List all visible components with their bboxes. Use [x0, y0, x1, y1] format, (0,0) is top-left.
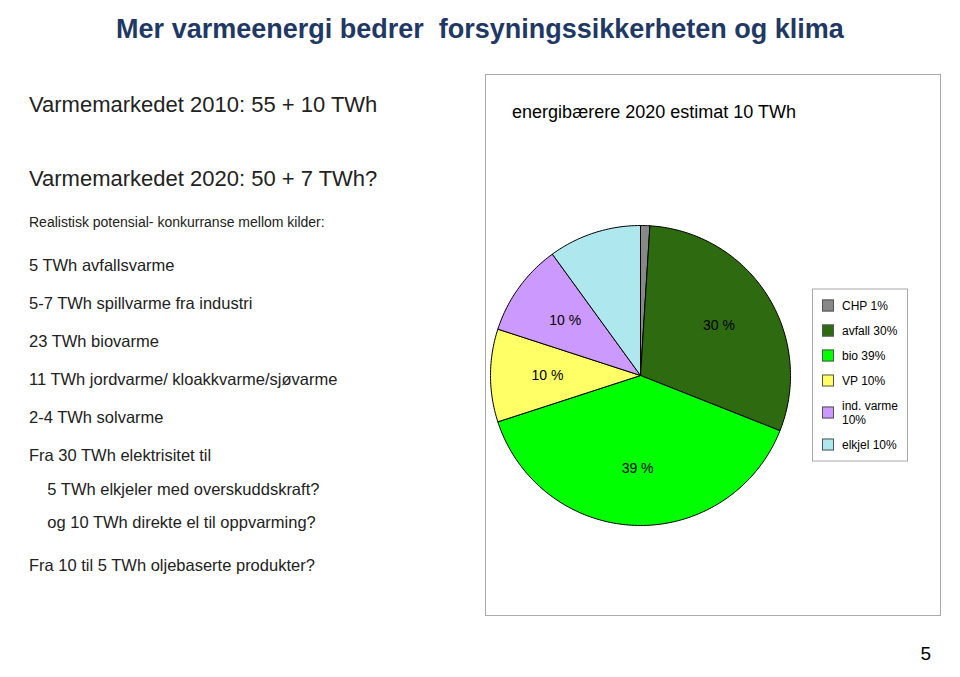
html-text:Varmemarkedet 2010: 55 + 10 TW: Varmemarkedet 2010: 55 + 10 TWh — [29, 92, 378, 117]
html-text:Realistisk potensial- konkurra: Realistisk potensial- konkurranse mellom… — [29, 214, 325, 230]
html-text:5: 5 — [920, 643, 931, 664]
svg-text:30 %: 30 % — [703, 317, 735, 333]
svg-text:10 %: 10 % — [549, 312, 581, 328]
html-text:11 TWh jordvarme/ kloakkvarme/: 11 TWh jordvarme/ kloakkvarme/sjøvarme — [29, 369, 338, 388]
html-text:VP 10%: VP 10% — [842, 373, 886, 388]
html-text:bio 39%: bio 39% — [842, 348, 886, 363]
html-text:elkjel 10%: elkjel 10% — [842, 437, 897, 452]
html-text:Fra 10 til 5 TWh oljebaserte p: Fra 10 til 5 TWh oljebaserte produkter? — [29, 555, 315, 574]
html-text:2-4 TWh solvarme: 2-4 TWh solvarme — [29, 407, 164, 426]
html-text:ind. varme 10%: ind. varme 10% — [842, 398, 898, 427]
html-text:og 10 TWh direkte el til oppva: og 10 TWh direkte el til oppvarming? — [29, 512, 316, 531]
html-text:Fra 30 TWh elektrisitet til: Fra 30 TWh elektrisitet til — [29, 445, 212, 464]
html-text:5 TWh avfallsvarme: 5 TWh avfallsvarme — [29, 255, 175, 274]
html-text:5 TWh elkjeler med overskuddsk: 5 TWh elkjeler med overskuddskraft? — [29, 479, 320, 498]
html-text:energibærere 2020 estimat 10 T: energibærere 2020 estimat 10 TWh — [512, 101, 796, 122]
html-text:23 TWh biovarme: 23 TWh biovarme — [29, 331, 159, 350]
svg-text:10 %: 10 % — [532, 367, 564, 383]
html-text:CHP 1%: CHP 1% — [842, 298, 888, 313]
html-text:avfall 30%: avfall 30% — [842, 323, 898, 338]
html-text:Varmemarkedet 2020: 50 + 7 TWh: Varmemarkedet 2020: 50 + 7 TWh? — [29, 166, 378, 191]
svg-text:39 %: 39 % — [622, 460, 654, 476]
html-text:5-7 TWh spillvarme fra industr: 5-7 TWh spillvarme fra industri — [29, 293, 253, 312]
html-text:Mer varmeenergi bedrer forsyni: Mer varmeenergi bedrer forsyningssikkerh… — [116, 14, 844, 44]
